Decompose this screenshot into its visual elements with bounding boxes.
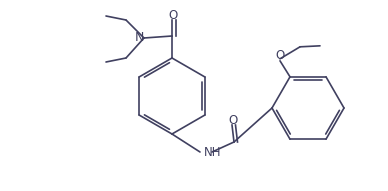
Text: O: O [168,9,178,22]
Text: O: O [229,113,237,126]
Text: O: O [275,49,285,62]
Text: N: N [134,31,144,44]
Text: NH: NH [204,146,222,159]
